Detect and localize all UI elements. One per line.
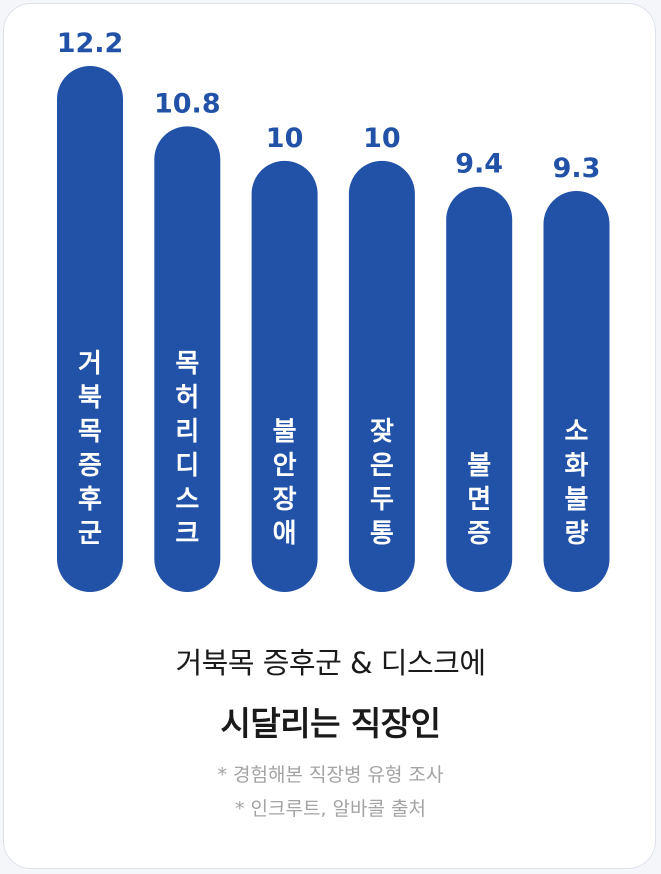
bar-value-label-1: 10.8 bbox=[154, 88, 221, 119]
source-note-survey: * 경험해본 직장병 유형 조사 bbox=[217, 764, 444, 786]
bar-3 bbox=[348, 160, 415, 592]
bar-value-label-0: 12.2 bbox=[57, 28, 124, 59]
chart-title: 거북목 증후군 & 디스크에 bbox=[175, 646, 486, 680]
bar-value-label-2: 10 bbox=[266, 123, 304, 154]
bar-5 bbox=[543, 191, 610, 593]
chart-subtitle: 시달리는 직장인 bbox=[220, 704, 441, 743]
bar-chart: 12.2 거 북 목 증 후 군 10.8 목 허 리 디 스 크 10 불 안 장 애 10 잦 은 두 통 9.4 불 면 증 9.… bbox=[57, 28, 610, 593]
bar-value-label-3: 10 bbox=[363, 123, 401, 154]
bar-value-label-4: 9.4 bbox=[455, 149, 503, 180]
bar-1 bbox=[154, 126, 221, 592]
bar-0 bbox=[57, 66, 123, 592]
bar-value-label-5: 9.3 bbox=[553, 153, 601, 184]
source-note-origin: * 인크루트, 알바콜 출처 bbox=[235, 798, 426, 820]
bar-4 bbox=[446, 186, 513, 592]
bar-2 bbox=[251, 160, 318, 592]
